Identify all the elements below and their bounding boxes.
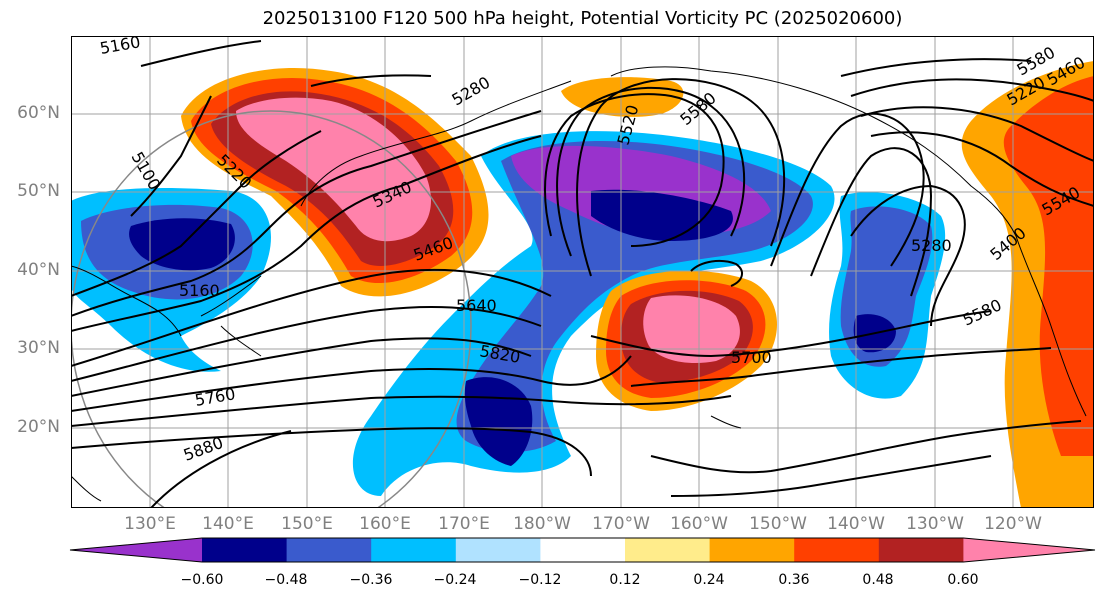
lon-label-150e: 150°E [281, 514, 333, 534]
lon-label-160w: 160°W [670, 514, 728, 534]
colorbar-bin [371, 538, 457, 562]
lon-label-150w: 150°W [749, 514, 807, 534]
map-canvas: 5160 5100 5220 5280 5340 5460 5640 5820 … [71, 36, 1094, 508]
lon-label-170e: 170°E [438, 514, 490, 534]
colorbar-tick: 0.36 [778, 572, 810, 588]
region-outline [71, 110, 472, 508]
svg-text:5700: 5700 [731, 348, 772, 367]
lon-label-180w: 180°W [513, 514, 571, 534]
colorbar-max-extend [963, 538, 1095, 562]
lat-label-40n: 40°N [17, 260, 60, 280]
colorbar-bin [455, 538, 541, 562]
colorbar-bin [709, 538, 795, 562]
svg-text:5280: 5280 [449, 73, 494, 110]
colorbar-tick: 0.60 [947, 572, 979, 588]
lon-label-140w: 140°W [827, 514, 885, 534]
graticule [71, 36, 1094, 508]
lon-label-140e: 140°E [202, 514, 254, 534]
colorbar-bin [540, 538, 626, 562]
svg-text:5160: 5160 [98, 36, 141, 58]
svg-text:5880: 5880 [181, 433, 226, 465]
colorbar-tick: −0.60 [180, 572, 224, 588]
lon-label-160e: 160°E [359, 514, 411, 534]
colorbar-tick: 0.24 [693, 572, 725, 588]
colorbar-bin [625, 538, 711, 562]
colorbar-bin [202, 538, 288, 562]
colorbar-segments [69, 537, 1096, 563]
colorbar-outline [69, 537, 1096, 563]
colorbar-tick: −0.36 [349, 572, 393, 588]
lat-label-20n: 20°N [17, 417, 60, 437]
lat-label-30n: 30°N [17, 338, 60, 358]
height-contours [71, 40, 1094, 508]
lon-label-130e: 130°E [124, 514, 176, 534]
colorbar-tick: −0.12 [518, 572, 562, 588]
colorbar-bin [794, 538, 880, 562]
svg-text:5280: 5280 [911, 236, 952, 255]
svg-text:5160: 5160 [179, 281, 220, 300]
svg-text:5640: 5640 [456, 296, 497, 315]
lat-label-60n: 60°N [17, 103, 60, 123]
colorbar [69, 537, 1096, 563]
lon-label-130w: 130°W [906, 514, 964, 534]
colorbar-tick: −0.48 [264, 572, 308, 588]
lat-label-50n: 50°N [17, 181, 60, 201]
colorbar-bin [286, 538, 372, 562]
colorbar-tick: 0.48 [862, 572, 894, 588]
colorbar-bin [878, 538, 964, 562]
svg-text:5760: 5760 [193, 384, 236, 410]
map-panel: 5160 5100 5220 5280 5340 5460 5640 5820 … [71, 36, 1094, 508]
svg-text:5580: 5580 [960, 295, 1005, 329]
pv-shading [71, 61, 1094, 508]
colorbar-min-extend [70, 538, 202, 562]
colorbar-tick: 0.12 [609, 572, 641, 588]
colorbar-tick: −0.24 [433, 572, 477, 588]
map-title: 2025013100 F120 500 hPa height, Potentia… [262, 8, 903, 29]
lon-label-170w: 170°W [592, 514, 650, 534]
lon-label-120w: 120°W [984, 514, 1042, 534]
